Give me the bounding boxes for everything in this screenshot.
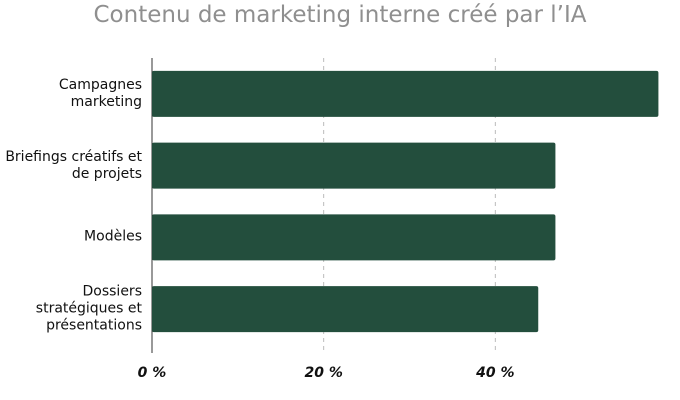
- bar: [152, 142, 556, 189]
- y-tick-label: Briefings créatifs et de projets: [5, 148, 142, 182]
- chart-title: Contenu de marketing interne créé par l’…: [93, 2, 587, 28]
- x-tick-label: 0 %: [138, 365, 167, 381]
- bar: [152, 286, 539, 333]
- y-tick-label: Modèles: [84, 228, 142, 245]
- y-tick-label: Campagnes marketing: [58, 76, 142, 110]
- x-tick-label: 40 %: [475, 365, 514, 381]
- bar: [152, 70, 659, 117]
- y-tick-label: Dossiers stratégiques et présentations: [35, 283, 142, 334]
- bar: [152, 214, 556, 261]
- x-tick-label: 20 %: [304, 365, 342, 381]
